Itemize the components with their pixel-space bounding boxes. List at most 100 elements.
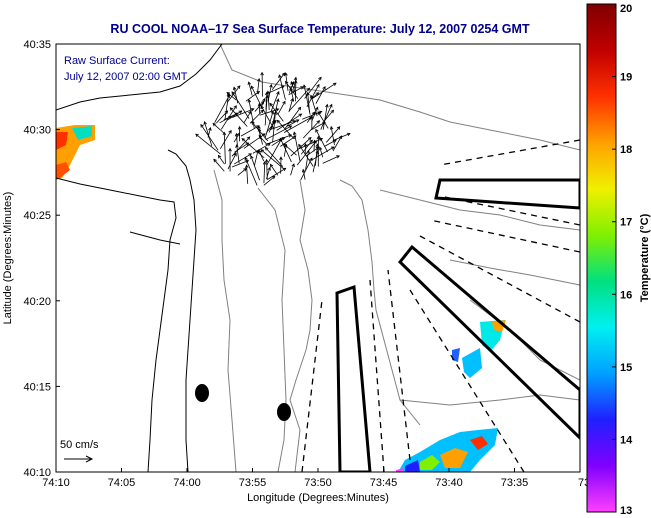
dashed-line-1 xyxy=(301,299,323,472)
current-vector-head xyxy=(279,137,283,142)
current-vector-head xyxy=(307,137,312,141)
y-tick-label: 40:30 xyxy=(23,125,51,137)
colorbar-tick-label: 16 xyxy=(620,289,632,301)
bathymetry-contour-nearshore xyxy=(213,169,237,472)
current-vector xyxy=(305,150,309,171)
current-vector-head xyxy=(212,122,217,127)
current-vector xyxy=(288,98,294,113)
current-vector xyxy=(263,161,266,184)
current-vector-head xyxy=(243,167,247,172)
current-vector-head xyxy=(292,135,297,139)
current-vector-head xyxy=(233,105,237,109)
bathymetry-contour-inner xyxy=(257,187,287,472)
x-tick-label: 74:10 xyxy=(42,477,70,489)
current-vector-head xyxy=(236,85,241,89)
current-vector-head xyxy=(279,156,283,160)
current-vector xyxy=(288,81,294,94)
current-vector-head xyxy=(336,126,341,130)
colorbar-ticks: 20 19 18 17 16 15 14 13 xyxy=(612,3,633,517)
current-vector xyxy=(322,104,328,130)
current-vector-head xyxy=(301,168,306,173)
current-vector-head xyxy=(288,134,293,138)
current-vector xyxy=(276,113,302,131)
x-tick-label: 73:45 xyxy=(370,477,398,489)
plot-area xyxy=(56,44,580,472)
current-vector xyxy=(290,81,297,95)
x-tick-label: 73:40 xyxy=(435,477,463,489)
current-vector xyxy=(195,133,221,155)
station-marker-west xyxy=(195,384,209,402)
bathymetry-contour-east-outer xyxy=(399,394,580,406)
current-vector-head xyxy=(265,94,269,99)
current-vector-head xyxy=(298,113,303,117)
current-vector xyxy=(317,111,329,129)
current-vector-head xyxy=(235,144,239,148)
current-vector xyxy=(279,138,292,163)
current-vector xyxy=(240,125,260,137)
annotation-line-2: July 12, 2007 02:00 GMT xyxy=(64,71,188,83)
current-vector xyxy=(304,77,322,99)
current-vector-head xyxy=(306,87,311,92)
current-vector xyxy=(325,126,341,143)
current-vector xyxy=(254,150,259,166)
sst-patch-south-magenta xyxy=(396,468,404,472)
current-vector xyxy=(284,107,301,130)
colorbar-tick-label: 17 xyxy=(620,217,632,229)
current-vector-head xyxy=(330,146,335,150)
current-vector-head xyxy=(309,94,314,99)
current-vector-head xyxy=(232,86,237,91)
current-vector-head xyxy=(309,139,313,144)
current-vector-head xyxy=(276,91,280,95)
current-vector xyxy=(312,150,319,173)
current-vector-head xyxy=(292,131,297,136)
current-vector-head xyxy=(264,146,269,151)
current-vector-head xyxy=(315,150,320,154)
current-vector-head xyxy=(330,109,335,114)
annotation-line-1: Raw Surface Current: xyxy=(64,55,170,67)
current-vector-head xyxy=(346,132,351,137)
sst-patch-northwest-warm xyxy=(56,132,68,150)
coastline-nj-shore xyxy=(185,289,193,472)
current-vector xyxy=(288,87,310,112)
current-vector-head xyxy=(329,103,333,108)
current-vector-head xyxy=(269,163,274,168)
y-tick-label: 40:25 xyxy=(23,210,51,222)
current-vector-head xyxy=(270,110,275,115)
current-vector xyxy=(224,93,230,120)
current-vector xyxy=(268,120,275,133)
current-vector-head xyxy=(195,133,199,138)
coastline-north xyxy=(56,44,223,111)
current-vector xyxy=(219,130,232,150)
current-vector xyxy=(324,139,337,147)
current-vector-head xyxy=(245,142,250,146)
current-vector-head xyxy=(297,106,302,111)
station-marker-east xyxy=(277,403,291,421)
current-vector xyxy=(287,119,299,127)
current-vector-head xyxy=(325,103,329,108)
current-vector xyxy=(315,86,326,104)
current-vector xyxy=(288,86,304,96)
current-vector-head xyxy=(203,121,207,125)
current-vector xyxy=(229,107,248,127)
current-vector-head xyxy=(306,91,310,96)
current-vector-head xyxy=(319,137,324,142)
current-vector-head xyxy=(322,121,326,126)
current-vector xyxy=(314,144,318,166)
current-vector xyxy=(220,105,237,130)
x-axis-ticks: 74:10 74:05 74:00 73:55 73:50 73:45 73:40 73:35… xyxy=(42,468,599,489)
current-vector xyxy=(218,155,225,165)
current-vector-head xyxy=(302,84,307,89)
current-vector-head xyxy=(284,144,288,148)
current-vector xyxy=(272,111,276,143)
current-vector-head xyxy=(250,85,255,90)
current-vector-head xyxy=(322,86,326,90)
bathymetry-contour-upper-east xyxy=(379,189,580,231)
current-vector-head xyxy=(310,115,314,119)
current-vector xyxy=(297,138,323,150)
current-vector-head xyxy=(291,163,295,168)
current-vector xyxy=(226,92,237,101)
bathymetry-contour-channel-east xyxy=(339,179,421,426)
current-vector-head xyxy=(261,133,266,137)
current-vector xyxy=(246,165,249,184)
current-vector-head xyxy=(217,154,222,159)
